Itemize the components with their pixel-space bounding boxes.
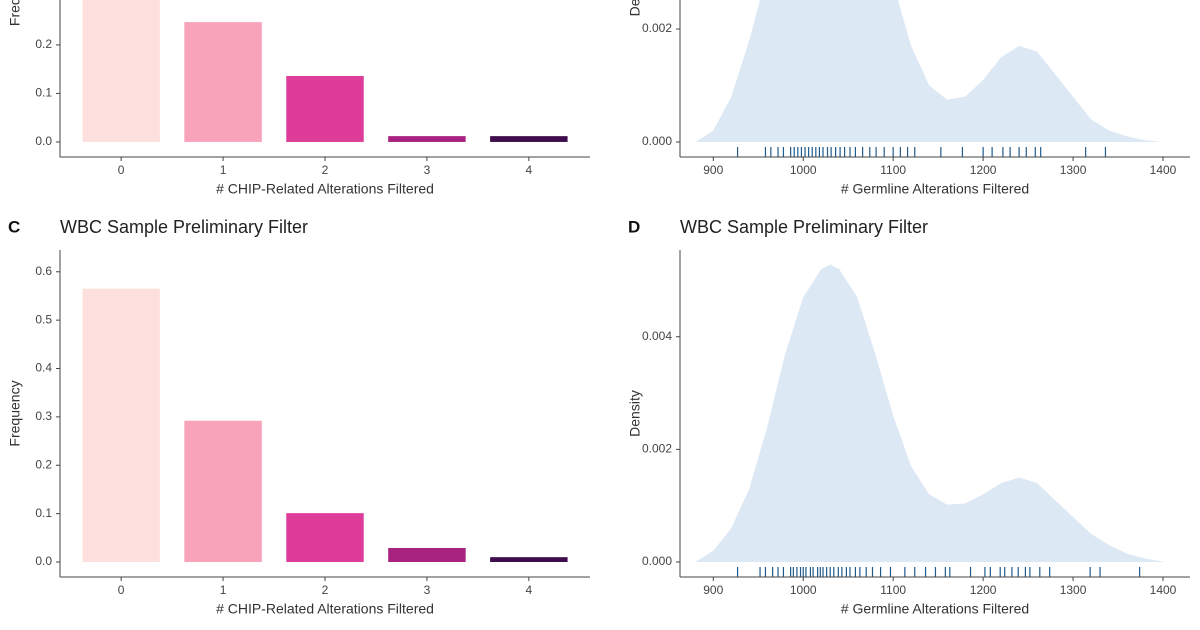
y-tick-label: 0.2 (35, 457, 52, 471)
x-tick-label: 1300 (1060, 583, 1087, 597)
y-tick-label: 0.002 (642, 21, 672, 35)
x-axis-label: # CHIP-Related Alterations Filtered (216, 181, 434, 197)
panel-title: WBC Sample Preliminary Filter (680, 217, 928, 237)
y-tick-label: 0.1 (35, 506, 52, 520)
bar (184, 420, 262, 563)
x-tick-label: 2 (322, 163, 329, 177)
y-tick-label: 0.6 (35, 264, 52, 278)
y-tick-label: 0.000 (642, 554, 672, 568)
x-tick-label: 1400 (1150, 163, 1177, 177)
density-area (695, 264, 1164, 563)
bar (388, 136, 466, 142)
bar (490, 557, 568, 563)
y-axis-label: Frequency (7, 380, 23, 446)
y-axis-label: Density (627, 0, 643, 16)
x-axis-label: # Germline Alterations Filtered (841, 181, 1029, 197)
y-tick-label: 0.3 (35, 0, 52, 3)
x-tick-label: 1000 (790, 583, 817, 597)
x-tick-label: 1100 (880, 583, 906, 597)
y-tick-label: 0.4 (35, 361, 52, 375)
x-tick-label: 1000 (790, 163, 817, 177)
x-tick-label: 2 (322, 583, 329, 597)
bar (490, 136, 568, 142)
y-tick-label: 0.002 (642, 442, 672, 456)
x-tick-label: 4 (526, 583, 533, 597)
x-tick-label: 900 (703, 583, 723, 597)
y-axis-label: Density (627, 390, 643, 437)
y-tick-label: 0.004 (642, 329, 672, 343)
x-tick-label: 1 (220, 583, 227, 597)
x-tick-label: 3 (424, 163, 431, 177)
x-axis-label: # CHIP-Related Alterations Filtered (216, 601, 434, 617)
y-tick-label: 0.3 (35, 409, 52, 423)
y-tick-label: 0.5 (35, 312, 52, 326)
x-tick-label: 1200 (970, 583, 997, 597)
x-tick-label: 900 (703, 163, 723, 177)
panel-title: WBC Sample Preliminary Filter (60, 217, 308, 237)
x-tick-label: 0 (118, 163, 125, 177)
bar (82, 288, 160, 563)
bar (82, 0, 160, 142)
x-tick-label: 1100 (880, 163, 906, 177)
y-axis-label: Frequency (7, 0, 23, 26)
bar (286, 75, 364, 142)
x-tick-label: 1200 (970, 163, 997, 177)
x-axis-label: # Germline Alterations Filtered (841, 601, 1029, 617)
y-tick-label: 0.0 (35, 134, 52, 148)
panel-label: C (8, 217, 20, 236)
panel-label: D (628, 217, 640, 236)
x-tick-label: 1300 (1060, 163, 1087, 177)
x-tick-label: 1400 (1150, 583, 1177, 597)
y-tick-label: 0.000 (642, 134, 672, 148)
bar (184, 22, 262, 142)
x-tick-label: 0 (118, 583, 125, 597)
density-area (695, 0, 1164, 142)
y-tick-label: 0.1 (35, 86, 52, 100)
y-tick-label: 0.0 (35, 554, 52, 568)
x-tick-label: 1 (220, 163, 227, 177)
bar (286, 513, 364, 563)
y-tick-label: 0.2 (35, 37, 52, 51)
x-tick-label: 3 (424, 583, 431, 597)
bar (388, 547, 466, 563)
x-tick-label: 4 (526, 163, 533, 177)
